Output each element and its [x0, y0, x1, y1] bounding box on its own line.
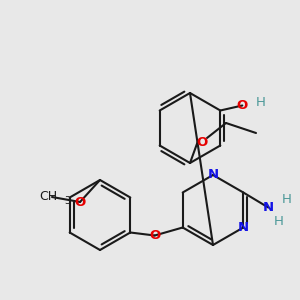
Text: O: O — [149, 229, 160, 242]
Text: 3: 3 — [64, 196, 70, 206]
Text: H: H — [281, 193, 291, 206]
Text: H: H — [255, 96, 265, 109]
Text: O: O — [237, 99, 248, 112]
Text: O: O — [196, 136, 208, 148]
Text: O: O — [74, 196, 86, 208]
Text: N: N — [238, 221, 249, 234]
Text: H: H — [273, 215, 283, 228]
Text: CH: CH — [39, 190, 57, 203]
Text: N: N — [207, 169, 219, 182]
Text: N: N — [263, 201, 274, 214]
